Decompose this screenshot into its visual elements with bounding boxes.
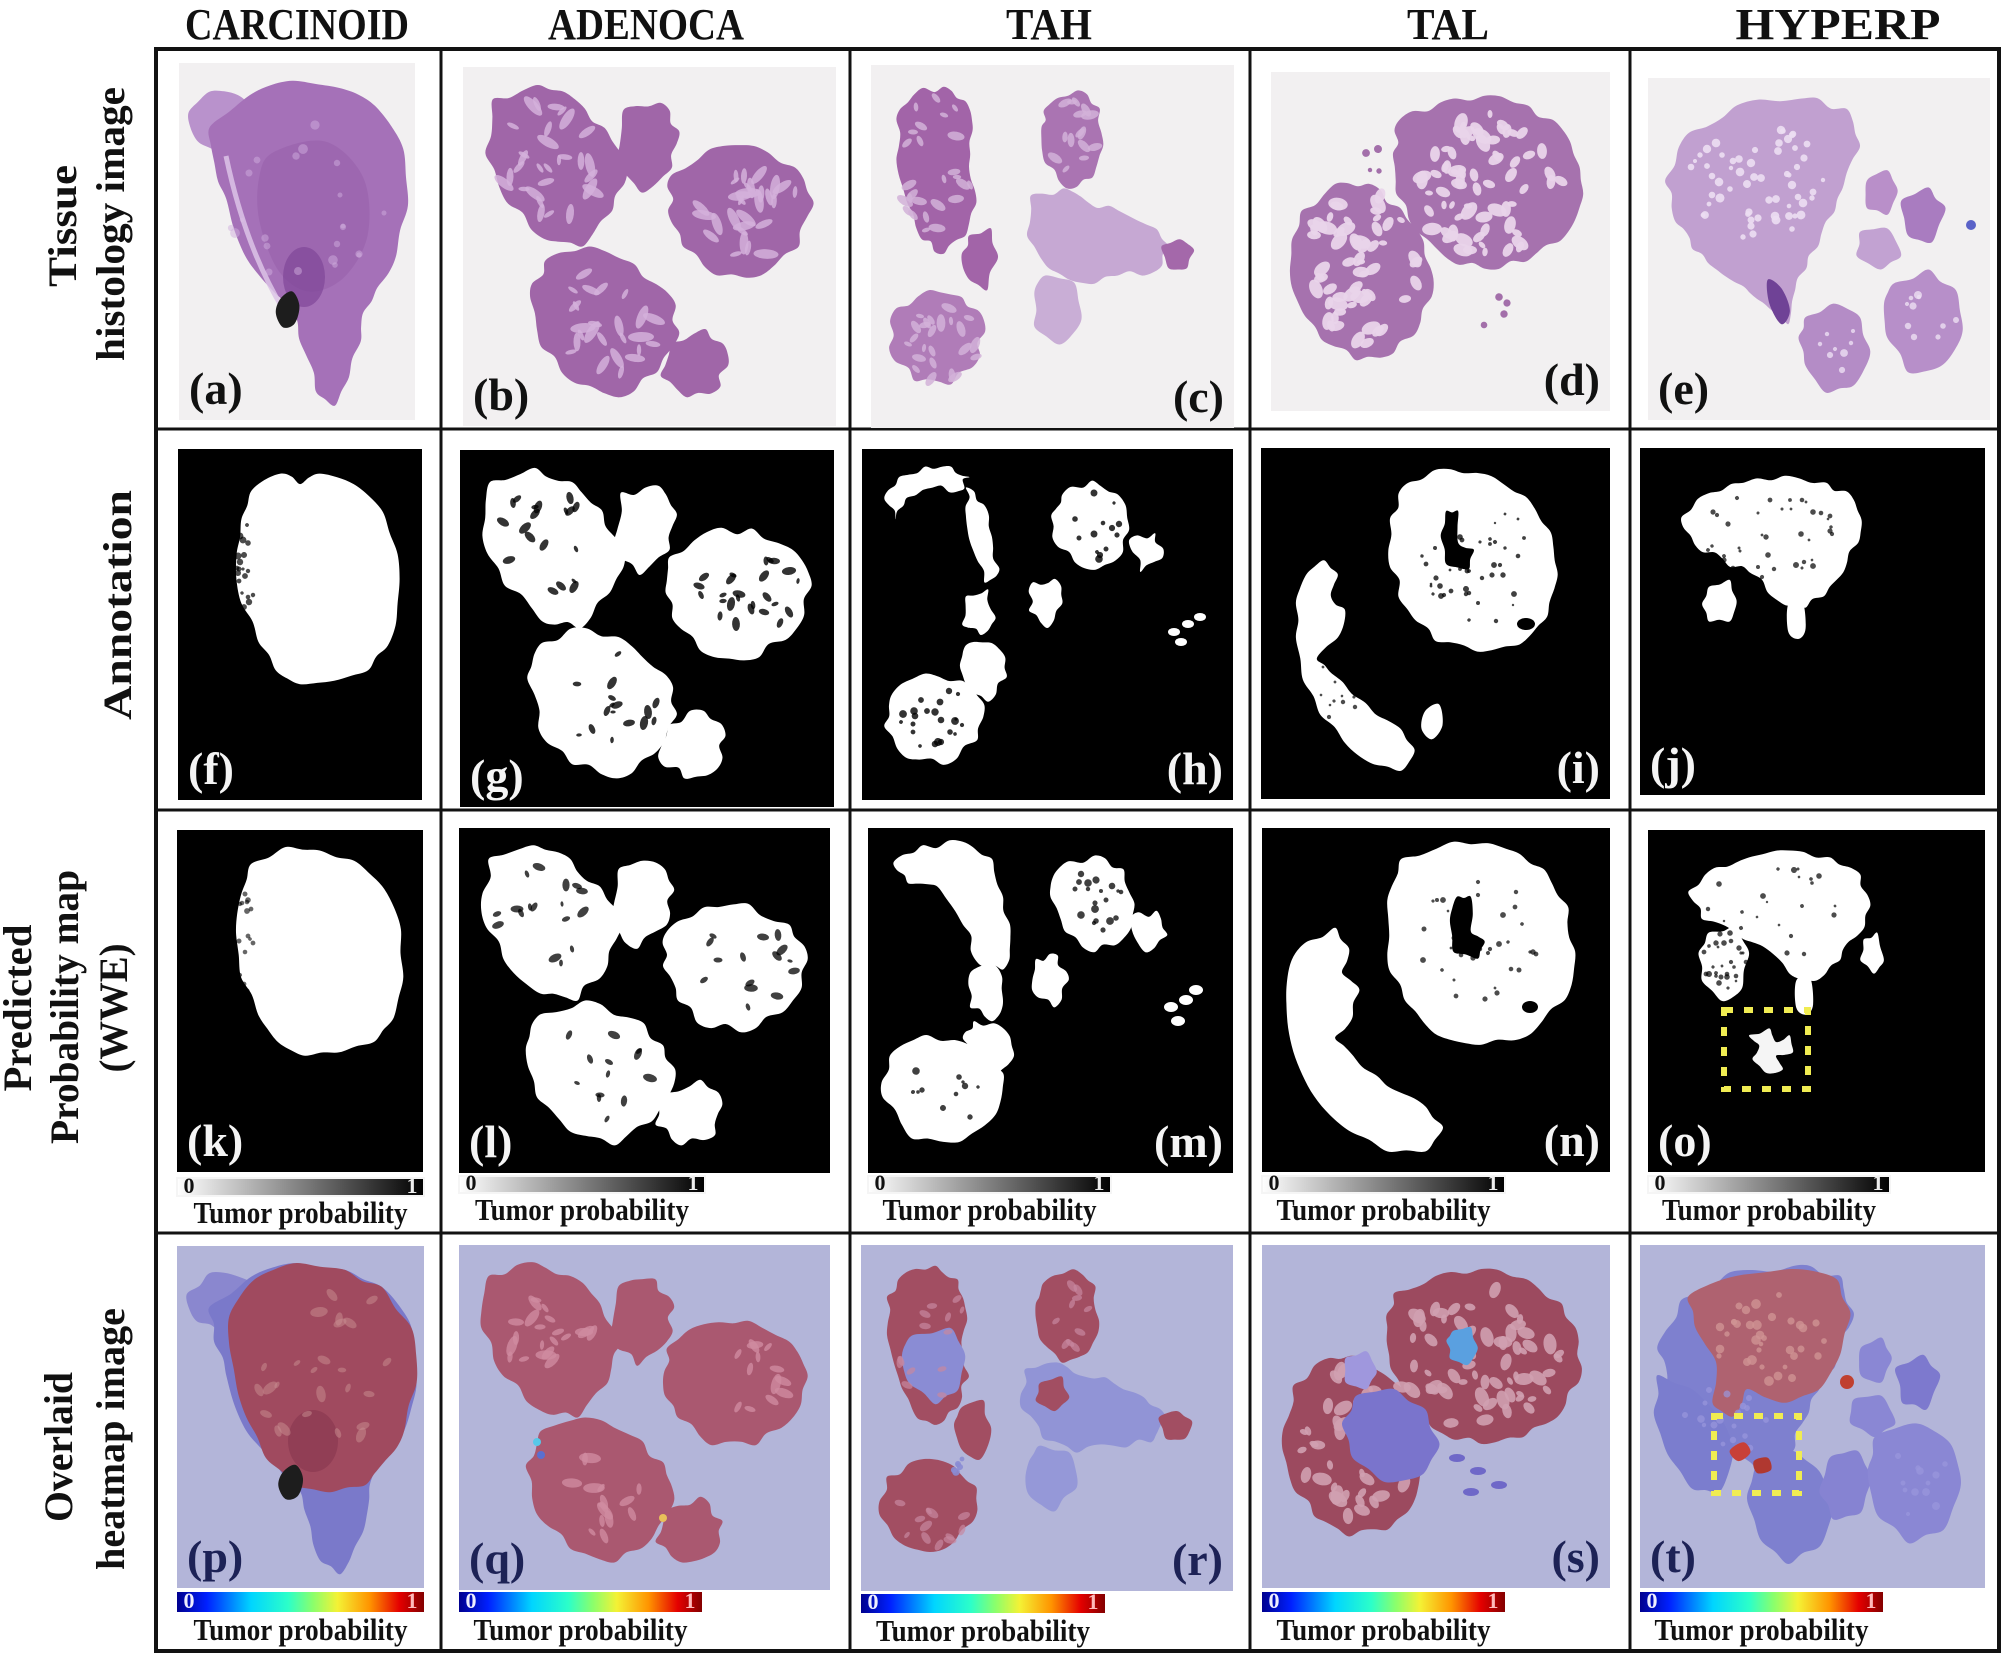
svg-text:1: 1 bbox=[685, 1588, 696, 1613]
svg-text:Tumor probability: Tumor probability bbox=[194, 1195, 408, 1230]
svg-text:Tumor probability: Tumor probability bbox=[474, 1612, 688, 1647]
svg-text:(m): (m) bbox=[1154, 1116, 1223, 1167]
svg-text:(s): (s) bbox=[1551, 1531, 1600, 1582]
svg-text:(d): (d) bbox=[1544, 354, 1600, 405]
svg-text:Annotation: Annotation bbox=[95, 490, 140, 720]
svg-text:1: 1 bbox=[1866, 1588, 1877, 1613]
svg-text:Tumor probability: Tumor probability bbox=[475, 1192, 689, 1227]
svg-text:1: 1 bbox=[407, 1173, 418, 1198]
svg-text:0: 0 bbox=[184, 1588, 195, 1613]
svg-text:0: 0 bbox=[1647, 1588, 1658, 1613]
svg-text:1: 1 bbox=[688, 1170, 699, 1195]
svg-text:0: 0 bbox=[466, 1170, 477, 1195]
svg-text:(g): (g) bbox=[470, 750, 524, 801]
svg-text:(j): (j) bbox=[1650, 738, 1696, 789]
svg-text:(f): (f) bbox=[188, 743, 234, 794]
svg-text:(i): (i) bbox=[1557, 742, 1600, 793]
svg-text:0: 0 bbox=[875, 1170, 886, 1195]
svg-text:0: 0 bbox=[1655, 1170, 1666, 1195]
svg-text:CARCINOID: CARCINOID bbox=[185, 0, 409, 49]
svg-text:0: 0 bbox=[184, 1173, 195, 1198]
svg-text:Tumor probability: Tumor probability bbox=[883, 1192, 1097, 1227]
svg-text:TAH: TAH bbox=[1006, 0, 1092, 49]
svg-text:(p): (p) bbox=[187, 1531, 243, 1582]
svg-text:(q): (q) bbox=[469, 1533, 525, 1584]
svg-text:0: 0 bbox=[1269, 1170, 1280, 1195]
svg-text:heatmap image: heatmap image bbox=[88, 1308, 133, 1570]
svg-text:(o): (o) bbox=[1658, 1115, 1712, 1166]
svg-text:(c): (c) bbox=[1173, 371, 1224, 422]
svg-text:0: 0 bbox=[868, 1589, 879, 1614]
svg-text:1: 1 bbox=[1873, 1170, 1884, 1195]
svg-text:TAL: TAL bbox=[1407, 0, 1489, 49]
svg-text:(r): (r) bbox=[1172, 1534, 1223, 1585]
svg-text:(e): (e) bbox=[1658, 363, 1709, 414]
svg-text:(t): (t) bbox=[1650, 1531, 1696, 1582]
svg-text:Tissue: Tissue bbox=[40, 165, 85, 287]
svg-text:ADENOCA: ADENOCA bbox=[548, 0, 744, 49]
svg-text:1: 1 bbox=[407, 1588, 418, 1613]
svg-text:(k): (k) bbox=[187, 1115, 243, 1166]
svg-text:Tumor probability: Tumor probability bbox=[1277, 1192, 1491, 1227]
svg-text:histology image: histology image bbox=[88, 87, 133, 361]
svg-text:Tumor probability: Tumor probability bbox=[1655, 1612, 1869, 1647]
svg-text:Tumor probability: Tumor probability bbox=[1277, 1612, 1491, 1647]
svg-text:(b): (b) bbox=[473, 369, 529, 420]
svg-text:Overlaid: Overlaid bbox=[36, 1372, 81, 1522]
svg-text:(n): (n) bbox=[1544, 1115, 1600, 1166]
svg-text:Predicted: Predicted bbox=[0, 925, 40, 1092]
svg-text:(a): (a) bbox=[189, 363, 243, 414]
svg-text:0: 0 bbox=[1269, 1588, 1280, 1613]
svg-text:HYPERP: HYPERP bbox=[1736, 0, 1941, 49]
svg-text:Tumor probability: Tumor probability bbox=[876, 1613, 1090, 1648]
svg-text:1: 1 bbox=[1488, 1170, 1499, 1195]
svg-text:1: 1 bbox=[1488, 1588, 1499, 1613]
svg-text:0: 0 bbox=[466, 1588, 477, 1613]
svg-text:1: 1 bbox=[1094, 1170, 1105, 1195]
svg-text:Tumor probability: Tumor probability bbox=[1662, 1192, 1876, 1227]
svg-text:(WWE): (WWE) bbox=[91, 944, 136, 1073]
svg-text:Probability map: Probability map bbox=[42, 870, 87, 1144]
svg-text:Tumor probability: Tumor probability bbox=[194, 1612, 408, 1647]
svg-text:(h): (h) bbox=[1167, 743, 1223, 794]
svg-text:1: 1 bbox=[1088, 1589, 1099, 1614]
svg-text:(l): (l) bbox=[469, 1116, 512, 1167]
